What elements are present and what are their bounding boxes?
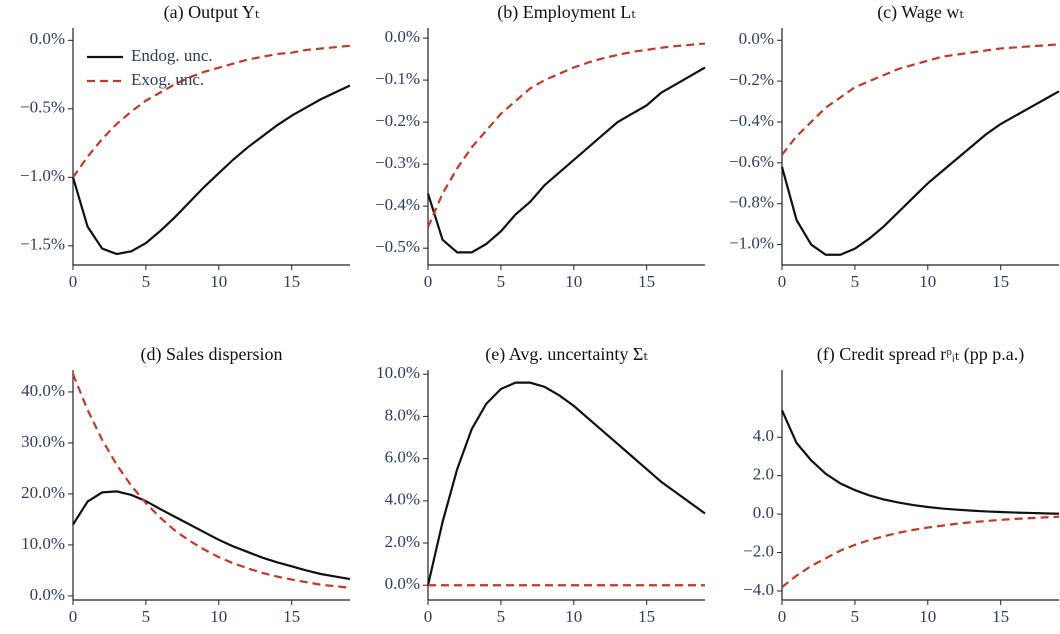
x-tick-label: 15: [992, 607, 1009, 626]
series-line: [781, 43, 1060, 156]
series-line: [426, 66, 706, 254]
panel-title: (b) Employment Lₜ: [497, 2, 636, 23]
y-tick-label: 0.0: [753, 503, 774, 522]
y-tick-label: 6.0%: [385, 448, 420, 467]
y-tick-label: −0.5%: [20, 98, 65, 117]
y-tick-label: −0.8%: [729, 193, 774, 212]
series-line: [426, 381, 706, 586]
y-tick-label: −0.4%: [729, 111, 774, 130]
y-tick-label: 30.0%: [21, 432, 65, 451]
y-tick-label: 20.0%: [21, 483, 65, 502]
x-tick-label: 15: [638, 607, 655, 626]
y-tick-label: −1.0%: [729, 233, 774, 252]
panel-title: (a) Output Yₜ: [164, 2, 260, 23]
x-tick-label: 5: [497, 272, 506, 291]
x-tick-label: 15: [283, 607, 300, 626]
legend-label: Exog. unc.: [131, 70, 204, 89]
panel-title: (f) Credit spread rᵖᵢₜ (pp p.a.): [817, 344, 1024, 365]
series-line: [71, 373, 351, 589]
y-tick-label: −0.2%: [729, 70, 774, 89]
series-line: [780, 409, 1060, 515]
panel-title: (d) Sales dispersion: [141, 344, 283, 365]
y-tick-label: 0.0%: [385, 27, 420, 46]
y-tick-label: 0.0%: [30, 29, 65, 48]
x-tick-label: 0: [424, 272, 433, 291]
x-tick-label: 10: [210, 272, 227, 291]
y-tick-label: 8.0%: [385, 405, 420, 424]
y-tick-label: −0.1%: [375, 69, 420, 88]
y-tick-label: 40.0%: [21, 381, 65, 400]
x-tick-label: 0: [778, 607, 787, 626]
panel-title: (c) Wage wₜ: [877, 2, 964, 23]
y-tick-label: 4.0%: [385, 490, 420, 509]
series-line: [72, 490, 351, 581]
y-tick-label: 0.0%: [739, 29, 774, 48]
y-tick-label: −1.0%: [20, 166, 65, 185]
x-tick-label: 5: [142, 272, 151, 291]
y-tick-label: −0.6%: [729, 152, 774, 171]
x-tick-label: 5: [497, 607, 506, 626]
panel-title: (e) Avg. uncertainty Σₜ: [485, 344, 648, 365]
y-tick-label: −2.0: [743, 541, 774, 560]
x-tick-label: 10: [565, 607, 582, 626]
legend-label: Endog. unc.: [131, 46, 213, 65]
x-tick-label: 15: [283, 272, 300, 291]
y-tick-label: −0.3%: [375, 153, 420, 172]
y-tick-label: −0.2%: [375, 111, 420, 130]
x-tick-label: 15: [992, 272, 1009, 291]
y-tick-label: −0.5%: [375, 237, 420, 256]
x-tick-label: 5: [851, 607, 860, 626]
y-tick-label: −4.0: [743, 580, 774, 599]
y-tick-label: 10.0%: [21, 534, 65, 553]
y-tick-label: 2.0: [753, 465, 774, 484]
x-tick-label: 5: [142, 607, 151, 626]
x-tick-label: 0: [69, 607, 78, 626]
y-tick-label: 10.0%: [376, 363, 420, 382]
series-line: [781, 515, 1060, 588]
y-tick-label: 0.0%: [385, 574, 420, 593]
series-line: [72, 44, 351, 178]
x-tick-label: 5: [851, 272, 860, 291]
y-tick-label: −0.4%: [375, 195, 420, 214]
series-line: [426, 42, 706, 228]
x-tick-label: 0: [778, 272, 787, 291]
series-line: [71, 84, 351, 256]
x-tick-label: 10: [210, 607, 227, 626]
y-tick-label: −1.5%: [20, 235, 65, 254]
x-tick-label: 0: [424, 607, 433, 626]
y-tick-label: 2.0%: [385, 532, 420, 551]
x-tick-label: 0: [69, 272, 78, 291]
y-tick-label: 4.0: [753, 426, 774, 445]
x-tick-label: 15: [638, 272, 655, 291]
x-tick-label: 10: [565, 272, 582, 291]
x-tick-label: 10: [919, 607, 936, 626]
x-tick-label: 10: [919, 272, 936, 291]
series-line: [780, 90, 1060, 256]
y-tick-label: 0.0%: [30, 585, 65, 604]
